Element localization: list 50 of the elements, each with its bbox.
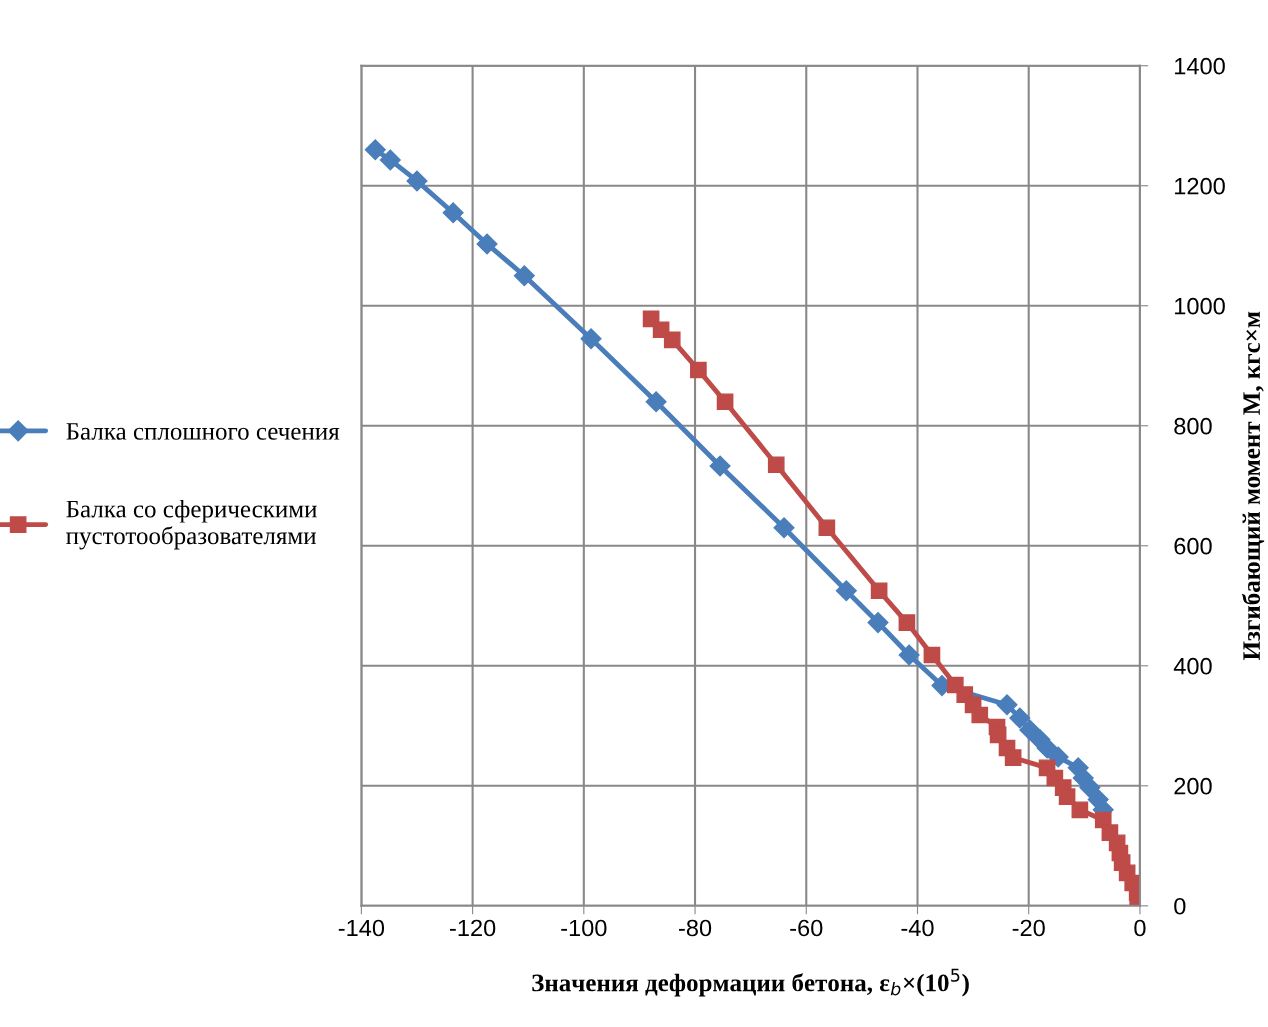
point [1036, 737, 1058, 759]
point [971, 706, 989, 724]
y-tick-label: 200 [1174, 777, 1212, 795]
x-tick-label: -20 [1012, 919, 1045, 937]
x-tick-label: -120 [450, 919, 496, 937]
point [773, 517, 795, 539]
point [989, 726, 1007, 744]
y-tick-label: 1000 [1175, 297, 1225, 315]
point [716, 393, 734, 411]
point [442, 202, 464, 224]
x-tick-label: -80 [679, 919, 712, 937]
point [898, 614, 916, 631]
x-tick-label: -100 [561, 919, 607, 937]
x-tick-label: -40 [901, 919, 934, 937]
point [379, 149, 401, 171]
x-axis-title: Значения деформации бетона, ε$_{b}$×(10$^{5}$) [532, 968, 969, 997]
point [406, 170, 428, 192]
x-tick-label: -60 [790, 919, 823, 937]
y-tick-label: 800 [1174, 417, 1212, 435]
point [898, 644, 920, 666]
legend-label: Балка со сферическими пустотообразователями [66, 499, 317, 550]
point [867, 612, 889, 634]
point [476, 233, 498, 255]
point [1009, 707, 1031, 729]
point [580, 328, 602, 350]
point [767, 456, 785, 474]
point [996, 694, 1018, 716]
point [1004, 749, 1022, 766]
point [923, 646, 941, 664]
y-tick-label: 1400 [1175, 57, 1225, 75]
y-tick-label: 400 [1173, 657, 1212, 675]
y-tick-label: 600 [1174, 537, 1212, 555]
point [870, 582, 888, 600]
y-tick-label: 0 [1174, 897, 1186, 915]
point [364, 139, 386, 161]
y-tick-label: 1200 [1175, 177, 1225, 195]
point [818, 519, 836, 537]
legend-label: Балка сплошного сечения [66, 423, 340, 440]
point [690, 361, 707, 379]
point [663, 331, 681, 349]
point [645, 391, 667, 413]
x-tick-label: -140 [338, 919, 385, 937]
point [709, 455, 731, 477]
point [835, 580, 857, 602]
point [1058, 788, 1076, 805]
point [1079, 777, 1101, 799]
y-axis-title: Изгибающий момент М, кгс×м [1241, 311, 1265, 661]
point [1071, 801, 1089, 819]
x-tick-label: 0 [1134, 919, 1146, 937]
point [513, 265, 535, 287]
